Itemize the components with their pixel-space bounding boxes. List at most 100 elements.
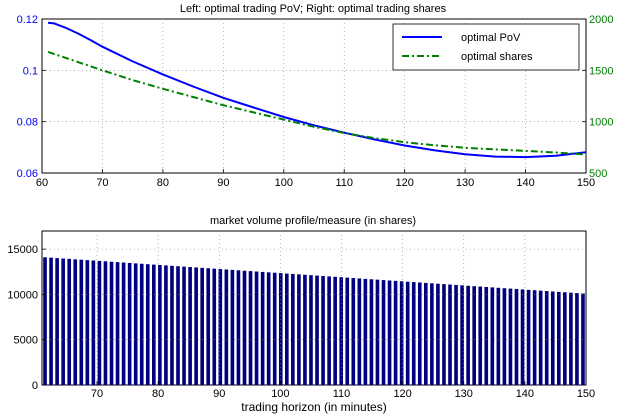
volume-bar [369, 279, 374, 385]
top-x-tick-label: 90 [217, 177, 229, 189]
volume-bar [520, 289, 525, 385]
volume-bar [236, 270, 241, 385]
volume-bar [430, 283, 434, 385]
volume-bar [272, 272, 277, 385]
top-right-y-tick-label: 1000 [589, 117, 613, 129]
volume-bar [563, 292, 567, 385]
volume-bar [152, 264, 156, 385]
volume-bar [291, 273, 295, 385]
volume-bar [109, 261, 114, 385]
volume-bar [556, 291, 561, 385]
volume-bar [194, 267, 198, 385]
bottom-y-tick-label: 10000 [7, 289, 38, 301]
volume-bar [333, 276, 337, 385]
bottom-x-tick-label: 130 [455, 388, 473, 400]
bottom-x-tick-label: 120 [393, 388, 411, 400]
volume-bar [61, 258, 65, 385]
volume-bar [454, 284, 458, 385]
top-left-y-tick-label: 0.08 [17, 117, 38, 129]
volume-bar [182, 266, 186, 385]
top-right-y-tick-label: 500 [589, 168, 607, 180]
optimal-pov-line [47, 21, 587, 159]
bottom-x-tick-label: 90 [213, 388, 225, 400]
volume-bar [532, 290, 537, 385]
volume-bar [490, 287, 495, 385]
bottom-y-tick-label: 15000 [7, 244, 38, 256]
volume-bar [538, 290, 543, 385]
volume-bar [357, 278, 362, 385]
volume-bar [145, 264, 150, 385]
volume-bar [526, 289, 531, 385]
volume-bar [266, 272, 271, 385]
volume-bar [581, 293, 585, 385]
top-x-ticks: 60 70 80 90 100 110 120 130 140 150 [36, 169, 595, 189]
legend-box [392, 23, 580, 71]
volume-bar [127, 262, 132, 385]
volume-bar [218, 269, 223, 385]
volume-bar [164, 265, 168, 385]
volume-bar [405, 281, 410, 385]
volume-bar [496, 287, 501, 385]
volume-bar [73, 259, 78, 385]
volume-bar [460, 285, 464, 385]
top-x-tick-label: 140 [516, 177, 534, 189]
bottom-chart: market volume profile/measure (in shares… [7, 215, 595, 414]
top-x-tick-label: 150 [577, 177, 595, 189]
top-left-y-tick-label: 0.1 [23, 65, 38, 77]
volume-bar [49, 257, 53, 385]
bottom-y-tick-label: 0 [32, 380, 38, 392]
bottom-x-tick-label: 80 [152, 388, 164, 400]
volume-bar [448, 284, 452, 385]
volume-bar [424, 282, 428, 385]
volume-bar [315, 275, 319, 385]
top-x-tick-label: 110 [335, 177, 353, 189]
volume-bar [85, 260, 90, 385]
legend-label-shares: optimal shares [461, 51, 533, 63]
volume-bar [442, 284, 446, 385]
volume-bar [103, 261, 108, 385]
volume-bar [399, 281, 404, 385]
bottom-grid [42, 231, 586, 385]
volume-bar [327, 276, 331, 385]
volume-bar [508, 288, 513, 385]
volume-bar [248, 271, 253, 385]
volume-bar [260, 271, 265, 385]
volume-bar [375, 279, 380, 385]
top-right-y-ticks: 500 1000 1500 2000 [582, 14, 613, 180]
top-chart: Left: optimal trading PoV; Right: optima… [17, 3, 614, 189]
volume-bar [550, 291, 555, 385]
bottom-x-tick-label: 110 [333, 388, 351, 400]
volume-bar [200, 267, 204, 385]
volume-bar [381, 280, 386, 385]
top-grid [42, 19, 586, 173]
top-x-tick-label: 120 [395, 177, 413, 189]
top-x-tick-label: 70 [96, 177, 108, 189]
top-x-tick-label: 100 [275, 177, 293, 189]
volume-bar [212, 268, 217, 385]
volume-bar [278, 273, 283, 385]
volume-bar [176, 266, 180, 385]
bottom-x-tick-label: 140 [516, 388, 534, 400]
volume-bar [436, 283, 440, 385]
volume-bar [43, 257, 47, 385]
volume-bar [544, 291, 549, 385]
volume-bar [133, 263, 138, 385]
bottom-bars [43, 257, 585, 385]
bottom-y-ticks: 0 5000 10000 15000 [7, 244, 46, 392]
top-x-tick-label: 130 [456, 177, 474, 189]
volume-bar [484, 286, 489, 385]
volume-bar [417, 282, 422, 385]
top-series [47, 21, 587, 159]
volume-bar [91, 260, 96, 385]
volume-bar [387, 280, 392, 385]
bottom-x-ticks: 70 80 90 100 110 120 130 140 150 [91, 381, 595, 400]
volume-bar [170, 265, 174, 385]
volume-bar [67, 258, 72, 385]
volume-bar [502, 288, 507, 385]
volume-bar [121, 262, 126, 385]
volume-bar [303, 274, 307, 385]
bottom-x-axis-label: trading horizon (in minutes) [241, 400, 386, 414]
volume-bar [206, 268, 211, 385]
volume-bar [97, 260, 102, 385]
volume-bar [79, 259, 84, 385]
